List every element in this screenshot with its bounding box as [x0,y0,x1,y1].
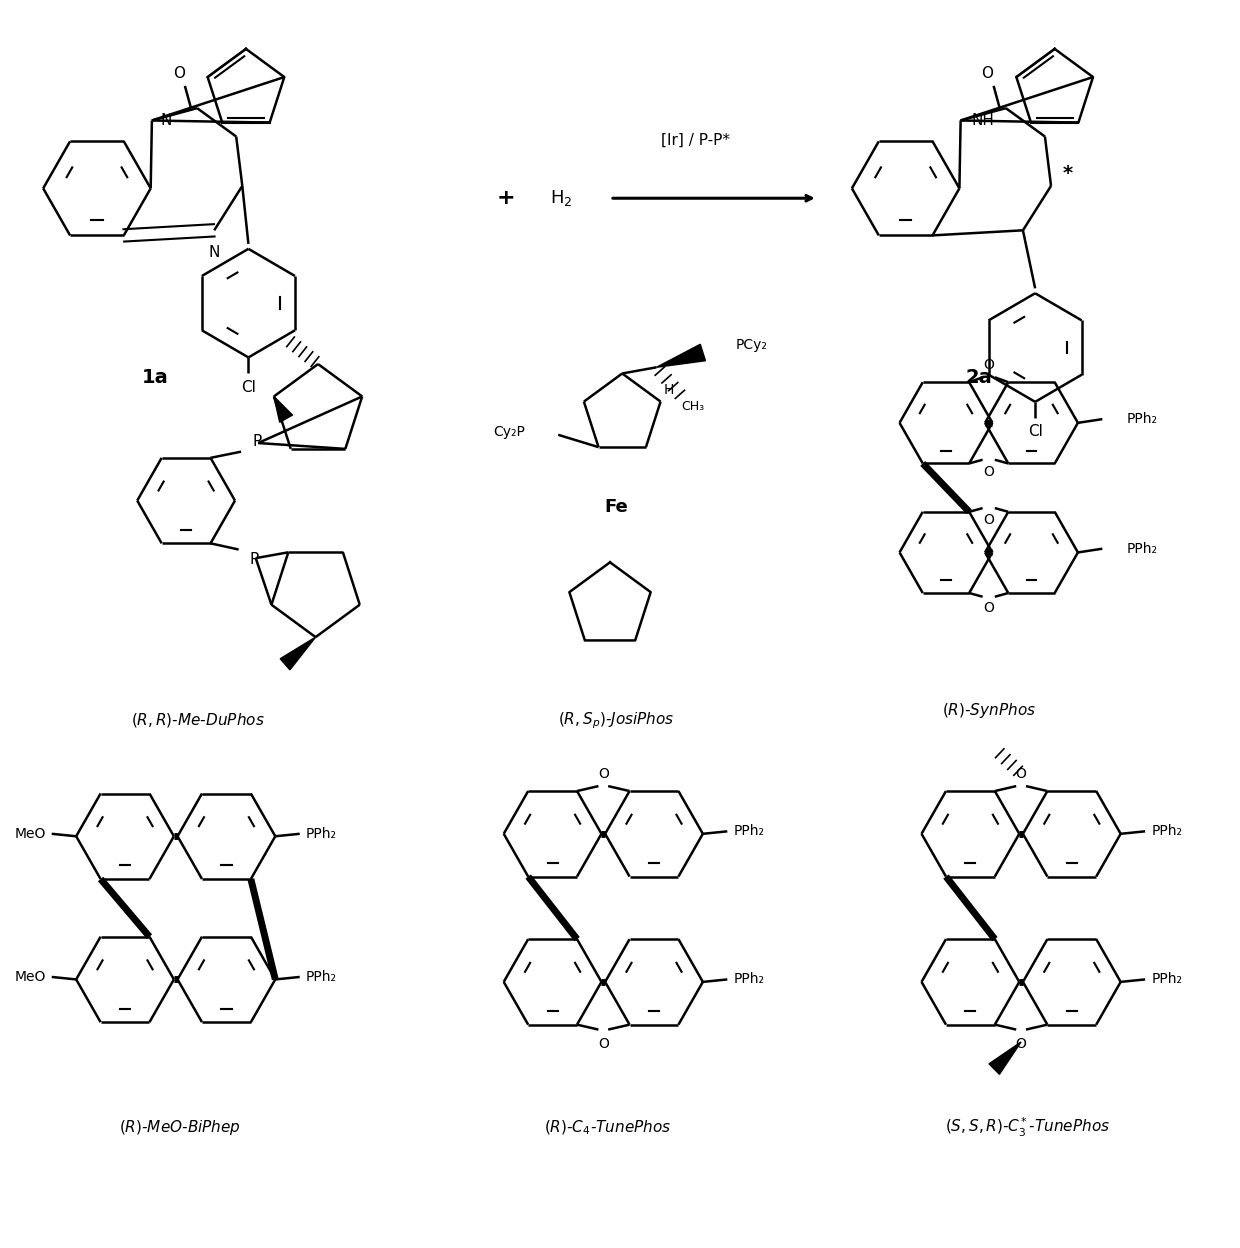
Text: *: * [1063,163,1073,183]
Text: PPh₂: PPh₂ [1151,825,1182,839]
Polygon shape [280,638,316,670]
Text: O: O [983,466,994,479]
Text: O: O [983,358,994,372]
Text: Cl: Cl [241,379,255,394]
Text: $(R)$-MeO-BiPhep: $(R)$-MeO-BiPhep [119,1118,241,1137]
Text: O: O [1016,1037,1027,1051]
Text: P: P [252,434,262,449]
Text: O: O [172,66,185,81]
Text: PCy₂: PCy₂ [735,338,768,352]
Text: PPh₂: PPh₂ [306,970,337,983]
Text: N: N [161,114,172,129]
Text: O: O [983,513,994,528]
Text: O: O [1016,766,1027,781]
Text: $(R,S_p)$-JosiPhos: $(R,S_p)$-JosiPhos [558,710,675,730]
Text: O: O [982,66,993,81]
Text: Fe: Fe [604,498,627,515]
Text: PPh₂: PPh₂ [1127,542,1158,555]
Text: Cl: Cl [1028,424,1043,439]
Text: O: O [598,1037,609,1051]
Text: [Ir] / P-P*: [Ir] / P-P* [661,132,730,147]
Text: 2a: 2a [966,368,992,387]
Text: O: O [598,766,609,781]
Text: CH₃: CH₃ [682,401,704,413]
Text: $(R)$-C$_4$-TunePhos: $(R)$-C$_4$-TunePhos [544,1118,671,1137]
Text: NH: NH [971,114,994,129]
Text: MeO: MeO [14,826,46,841]
Text: PPh₂: PPh₂ [1151,972,1182,986]
Text: $(R,R)$-Me-DuPhos: $(R,R)$-Me-DuPhos [131,711,265,729]
Text: PPh₂: PPh₂ [1127,412,1158,426]
Polygon shape [274,397,293,422]
Polygon shape [656,344,706,367]
Text: N: N [208,245,219,260]
Text: PPh₂: PPh₂ [733,972,764,986]
Text: P: P [250,552,259,567]
Text: PPh₂: PPh₂ [306,826,337,841]
Text: H: H [663,383,673,397]
Text: PPh₂: PPh₂ [733,825,764,839]
Text: $(R)$-SynPhos: $(R)$-SynPhos [941,701,1035,720]
Text: H$_2$: H$_2$ [549,188,573,208]
Text: O: O [983,600,994,615]
Polygon shape [990,1042,1021,1075]
Text: $(S,S,R)$-C$_3^*$-TunePhos: $(S,S,R)$-C$_3^*$-TunePhos [945,1116,1110,1139]
Text: 1a: 1a [143,368,169,387]
Text: +: + [497,188,516,208]
Text: MeO: MeO [14,970,46,983]
Text: Cy₂P: Cy₂P [494,426,526,439]
